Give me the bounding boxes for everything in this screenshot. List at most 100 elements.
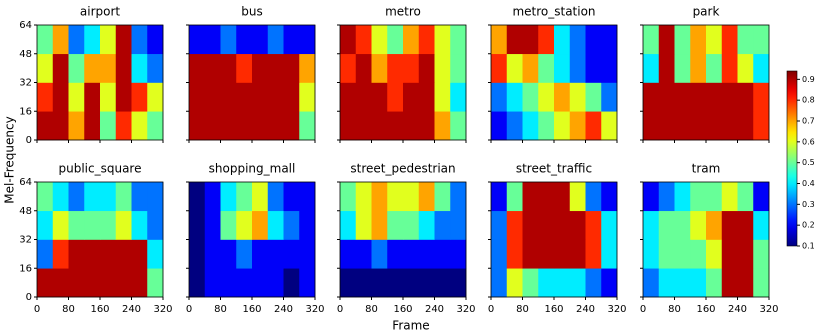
- heatmap-cell: [434, 25, 451, 55]
- heatmap-cell: [267, 268, 284, 298]
- heatmap-cell: [721, 82, 738, 112]
- panel-title: airport: [80, 5, 121, 19]
- heatmap-cell: [522, 239, 539, 269]
- colorbar-tick-label: 0.9: [802, 75, 815, 84]
- heatmap-cell: [418, 82, 435, 112]
- heatmap-cell: [115, 182, 132, 212]
- heatmap-cell: [506, 268, 523, 298]
- heatmap-cell: [418, 210, 435, 240]
- panel-title: park: [693, 5, 720, 19]
- heatmap-cell: [403, 268, 420, 298]
- x-tick-label: 160: [90, 304, 109, 315]
- heatmap-cell: [236, 239, 253, 269]
- heatmap-cell: [283, 268, 300, 298]
- heatmap-cell: [706, 239, 723, 269]
- heatmap-cell: [147, 210, 164, 240]
- heatmap-cell: [434, 268, 451, 298]
- heatmap-cell: [403, 25, 420, 55]
- heatmap-cell: [585, 239, 602, 269]
- heatmap-cell: [84, 239, 101, 269]
- heatmap-cell: [737, 239, 754, 269]
- heatmap-cell: [506, 182, 523, 212]
- heatmap-cell: [355, 82, 372, 112]
- heatmap-cell: [690, 111, 707, 141]
- heatmap-cell: [601, 268, 618, 298]
- heatmap-cell: [267, 25, 284, 55]
- heatmap-cell: [418, 268, 435, 298]
- heatmap-cell: [690, 25, 707, 55]
- y-tick-label: 48: [19, 49, 32, 60]
- colorbar-tick-label: 0.1: [802, 242, 815, 251]
- heatmap-cell: [115, 239, 132, 269]
- heatmap-cell: [387, 25, 404, 55]
- heatmap-cell: [522, 82, 539, 112]
- heatmap-cell: [658, 111, 675, 141]
- heatmap-cell: [340, 210, 357, 240]
- heatmap-cell: [690, 268, 707, 298]
- heatmap-cell: [37, 111, 54, 141]
- heatmap-cell: [737, 182, 754, 212]
- heatmap-cell: [450, 182, 467, 212]
- heatmap-cell: [674, 268, 691, 298]
- heatmap-cell: [131, 239, 148, 269]
- heatmap-cell: [674, 82, 691, 112]
- heatmap-cell: [690, 182, 707, 212]
- y-tick-label: 32: [19, 78, 32, 89]
- heatmap-cell: [52, 111, 69, 141]
- heatmap-cell: [569, 53, 586, 83]
- heatmap-cell: [131, 111, 148, 141]
- heatmap-cell: [538, 111, 555, 141]
- heatmap-cell: [204, 25, 221, 55]
- heatmap-cell: [100, 82, 117, 112]
- panel-title: street_pedestrian: [350, 162, 455, 176]
- heatmap-cell: [84, 82, 101, 112]
- heatmap-cell: [299, 25, 316, 55]
- heatmap-cell: [403, 82, 420, 112]
- heatmap-cell: [100, 111, 117, 141]
- heatmap-cell: [737, 25, 754, 55]
- x-tick-label: 0: [488, 304, 494, 315]
- heatmap-cell: [252, 268, 269, 298]
- heatmap-cell: [115, 210, 132, 240]
- y-tick-label: 32: [19, 235, 32, 246]
- heatmap-cell: [737, 210, 754, 240]
- x-axis-label: Frame: [392, 319, 429, 333]
- heatmap-cell: [371, 182, 388, 212]
- heatmap-cell: [252, 82, 269, 112]
- heatmap-cell: [283, 210, 300, 240]
- heatmap-cell: [753, 268, 770, 298]
- panel: shopping_mall 0 80 160 240 320: [186, 162, 325, 316]
- panel: park: [640, 5, 770, 143]
- heatmap-cell: [115, 25, 132, 55]
- heatmap-cell: [690, 53, 707, 83]
- heatmap-cell: [204, 111, 221, 141]
- heatmap-cell: [371, 268, 388, 298]
- heatmap-cell: [506, 210, 523, 240]
- heatmap-cell: [52, 182, 69, 212]
- heatmap-cell: [538, 268, 555, 298]
- heatmap-cell: [52, 53, 69, 83]
- heatmap-cell: [554, 268, 571, 298]
- heatmap-cell: [283, 239, 300, 269]
- heatmap-cell: [84, 53, 101, 83]
- heatmap-cell: [204, 53, 221, 83]
- x-tick-label: 320: [456, 304, 475, 315]
- heatmap-cell: [506, 25, 523, 55]
- heatmap-cell: [658, 182, 675, 212]
- heatmap-cell: [267, 182, 284, 212]
- heatmap-cell: [601, 111, 618, 141]
- heatmap-cell: [371, 111, 388, 141]
- x-tick-label: 240: [274, 304, 293, 315]
- heatmap-cell: [450, 82, 467, 112]
- heatmap-cell: [601, 82, 618, 112]
- heatmap-cell: [37, 182, 54, 212]
- heatmap-cell: [189, 268, 206, 298]
- heatmap-cell: [601, 239, 618, 269]
- panel: street_traffic 0 80 160 240 320: [488, 162, 627, 316]
- heatmap-cell: [569, 182, 586, 212]
- heatmap-cell: [355, 111, 372, 141]
- heatmap-cell: [721, 111, 738, 141]
- heatmap-cell: [658, 53, 675, 83]
- heatmap-cell: [674, 210, 691, 240]
- heatmap-cell: [204, 210, 221, 240]
